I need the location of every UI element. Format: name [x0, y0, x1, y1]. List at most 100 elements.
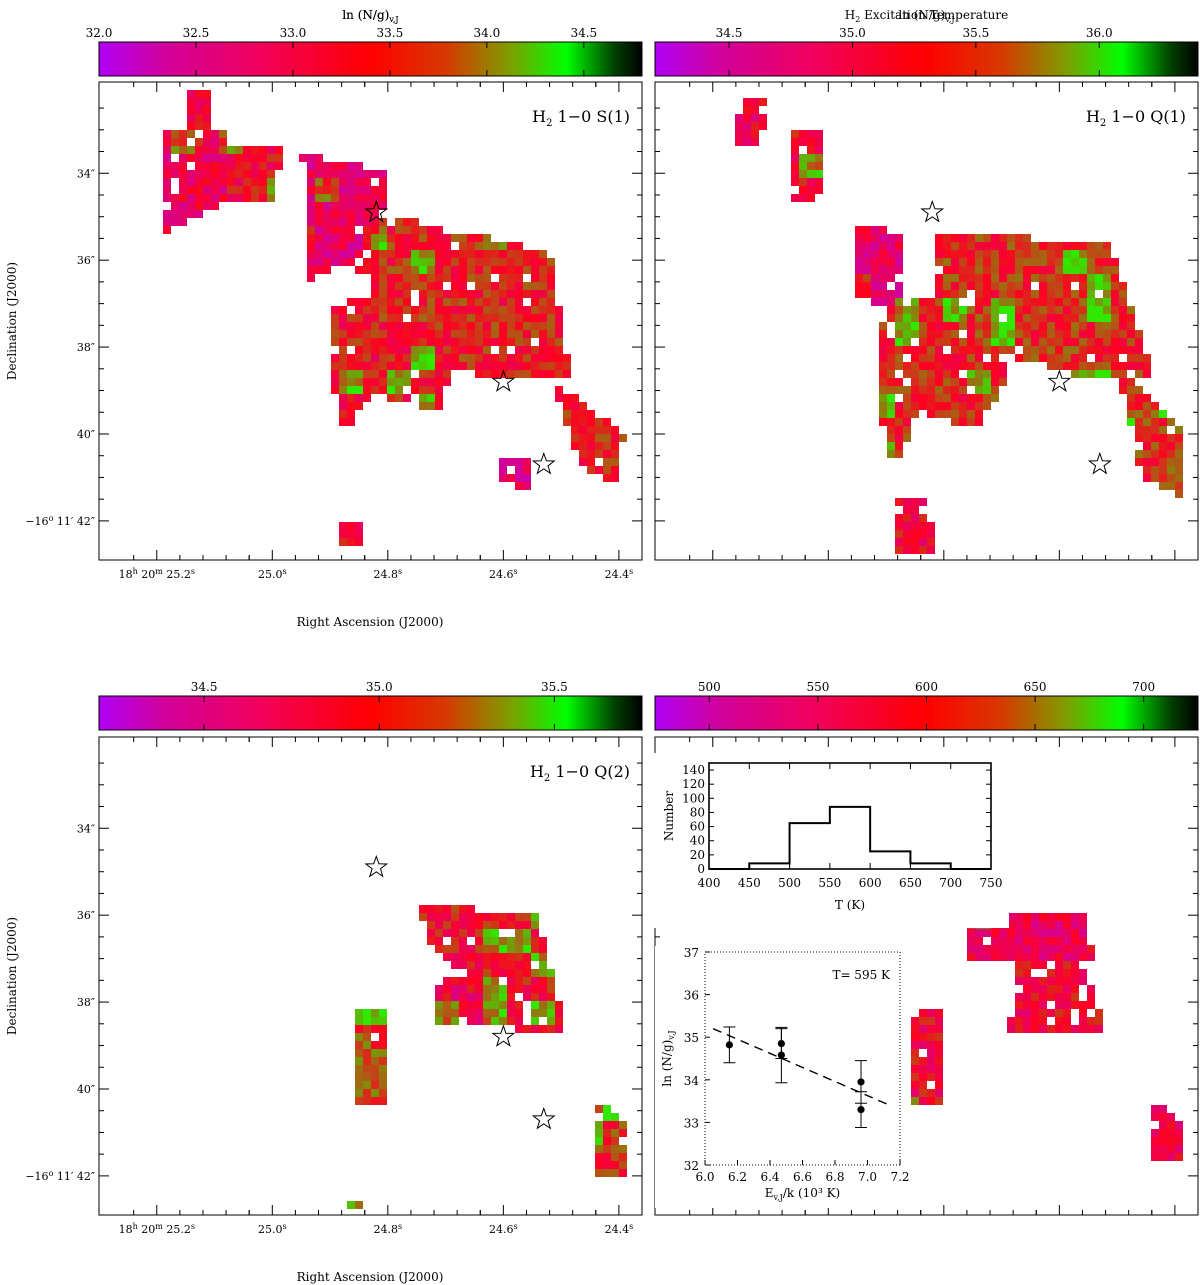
map-pixel	[571, 410, 579, 418]
map-pixel	[483, 945, 491, 953]
map-pixel	[1071, 370, 1079, 378]
map-pixel	[187, 186, 195, 194]
map-pixel	[595, 442, 603, 450]
map-pixel	[475, 921, 483, 929]
map-pixel	[1095, 362, 1103, 370]
map-pixel	[1119, 298, 1127, 306]
map-pixel	[451, 314, 459, 322]
map-pixel	[427, 330, 435, 338]
map-pixel	[1007, 929, 1015, 937]
map-pixel	[443, 306, 451, 314]
map-pixel	[603, 442, 611, 450]
map-pixel	[895, 234, 903, 242]
map-pixel	[483, 993, 491, 1001]
map-pixel	[499, 1009, 507, 1017]
emission-map	[347, 905, 627, 1209]
map-pixel	[1063, 258, 1071, 266]
colorbar-label-main: ln (N/g)	[342, 8, 389, 22]
map-pixel	[1079, 250, 1087, 258]
map-pixel	[323, 162, 331, 170]
map-pixel	[323, 194, 331, 202]
map-pixel	[203, 90, 211, 98]
map-pixel	[1047, 258, 1055, 266]
map-pixel	[935, 394, 943, 402]
map-pixel	[395, 242, 403, 250]
map-pixel	[475, 993, 483, 1001]
colorbar	[98, 41, 643, 77]
map-pixel	[1079, 913, 1087, 921]
map-pixel	[515, 298, 523, 306]
map-pixel	[403, 242, 411, 250]
map-pixel	[363, 298, 371, 306]
map-pixel	[363, 258, 371, 266]
ra-minutes: 20	[138, 568, 156, 581]
map-pixel	[419, 378, 427, 386]
map-pixel	[347, 250, 355, 258]
map-pixel	[355, 210, 363, 218]
map-pixel	[887, 242, 895, 250]
map-pixel	[531, 322, 539, 330]
map-pixel	[1175, 434, 1183, 442]
map-pixel	[339, 226, 347, 234]
map-pixel	[887, 266, 895, 274]
map-pixel	[879, 378, 887, 386]
map-pixel	[395, 370, 403, 378]
map-pixel	[1055, 993, 1063, 1001]
map-pixel	[531, 314, 539, 322]
map-pixel	[163, 162, 171, 170]
map-pixel	[531, 274, 539, 282]
map-pixel	[363, 362, 371, 370]
map-pixel	[1071, 242, 1079, 250]
map-pixel	[371, 1081, 379, 1089]
colorbar-tick-label: 650	[1024, 680, 1047, 694]
map-pixel	[219, 162, 227, 170]
map-pixel	[603, 1153, 611, 1161]
map-pixel	[419, 354, 427, 362]
map-pixel	[1031, 1009, 1039, 1017]
map-pixel	[887, 394, 895, 402]
map-pixel	[555, 322, 563, 330]
map-pixel	[1087, 314, 1095, 322]
map-pixel	[395, 250, 403, 258]
map-pixel	[371, 298, 379, 306]
map-pixel	[379, 242, 387, 250]
map-pixel	[451, 338, 459, 346]
map-pixel	[983, 953, 991, 961]
map-pixel	[895, 522, 903, 530]
map-pixel	[467, 961, 475, 969]
map-pixel	[203, 202, 211, 210]
map-pixel	[1023, 290, 1031, 298]
map-pixel	[1055, 314, 1063, 322]
map-pixel	[347, 242, 355, 250]
map-pixel	[895, 338, 903, 346]
map-pixel	[403, 306, 411, 314]
map-pixel	[1023, 250, 1031, 258]
map-pixel	[1023, 282, 1031, 290]
map-pixel	[427, 282, 435, 290]
inset-y-tick-label: 20	[690, 848, 705, 862]
map-pixel	[451, 977, 459, 985]
map-pixel	[539, 1025, 547, 1033]
map-pixel	[275, 146, 283, 154]
map-pixel	[435, 282, 443, 290]
map-pixel	[419, 290, 427, 298]
colorbar-tick-label: 32.0	[86, 26, 113, 40]
map-pixel	[403, 330, 411, 338]
map-pixel	[951, 258, 959, 266]
map-pixel	[935, 1081, 943, 1089]
map-pixel	[539, 346, 547, 354]
map-pixel	[1071, 1001, 1079, 1009]
map-pixel	[467, 993, 475, 1001]
ra-seconds-unit: s	[398, 1222, 402, 1231]
map-pixel	[1015, 314, 1023, 322]
map-pixel	[887, 378, 895, 386]
map-pixel	[1047, 937, 1055, 945]
dec-degree-sign: o	[49, 514, 54, 523]
map-pixel	[491, 1001, 499, 1009]
map-pixel	[203, 186, 211, 194]
map-pixel	[1015, 306, 1023, 314]
map-pixel	[879, 322, 887, 330]
map-pixel	[267, 186, 275, 194]
map-pixel	[507, 330, 515, 338]
map-pixel	[499, 314, 507, 322]
